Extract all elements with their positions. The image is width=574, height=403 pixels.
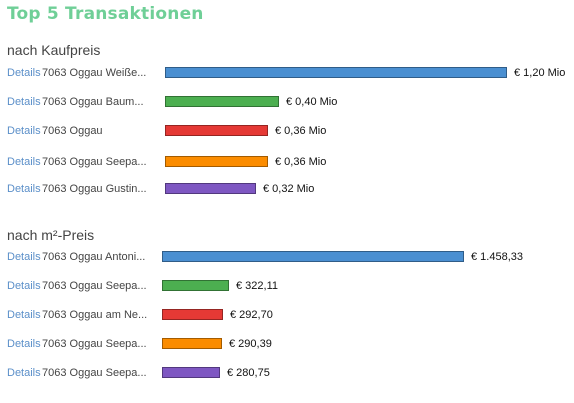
bar-row: Details 7063 Oggau € 0,36 Mio bbox=[7, 124, 572, 144]
details-link[interactable]: Details bbox=[7, 309, 41, 321]
details-link[interactable]: Details bbox=[7, 156, 41, 168]
bar-row: Details 7063 Oggau Seepa... € 322,11 bbox=[7, 279, 572, 299]
bar-value-label: € 0,40 Mio bbox=[286, 96, 338, 108]
bar bbox=[165, 67, 507, 78]
bar-value-label: € 0,36 Mio bbox=[275, 156, 327, 168]
details-link[interactable]: Details bbox=[7, 125, 41, 137]
bar-row: Details 7063 Oggau Seepa... € 0,36 Mio bbox=[7, 155, 572, 175]
bar-row: Details 7063 Oggau am Ne... € 292,70 bbox=[7, 308, 572, 328]
bar bbox=[162, 338, 222, 349]
bar-category-label: 7063 Oggau Weiße... bbox=[42, 67, 147, 79]
bar-value-label: € 292,70 bbox=[230, 309, 273, 321]
bar bbox=[165, 125, 268, 136]
section-title-0: nach Kaufpreis bbox=[7, 42, 101, 58]
section-title-1: nach m²-Preis bbox=[7, 227, 95, 243]
bar-category-label: 7063 Oggau Seepa... bbox=[42, 156, 147, 168]
bar-category-label: 7063 Oggau Antoni... bbox=[42, 251, 146, 263]
details-link[interactable]: Details bbox=[7, 367, 41, 379]
bar bbox=[162, 367, 220, 378]
details-link[interactable]: Details bbox=[7, 67, 41, 79]
bar bbox=[162, 251, 464, 262]
bar-category-label: 7063 Oggau Gustin... bbox=[42, 183, 147, 195]
bar-category-label: 7063 Oggau Baum... bbox=[42, 96, 144, 108]
bar-row: Details 7063 Oggau Seepa... € 280,75 bbox=[7, 366, 572, 386]
bar-value-label: € 1,20 Mio bbox=[514, 67, 566, 79]
bar-row: Details 7063 Oggau Gustin... € 0,32 Mio bbox=[7, 182, 572, 202]
bar-value-label: € 280,75 bbox=[227, 367, 270, 379]
bar-category-label: 7063 Oggau bbox=[42, 125, 103, 137]
details-link[interactable]: Details bbox=[7, 280, 41, 292]
bar-category-label: 7063 Oggau am Ne... bbox=[42, 309, 148, 321]
bar bbox=[162, 309, 223, 320]
details-link[interactable]: Details bbox=[7, 96, 41, 108]
bar bbox=[165, 183, 256, 194]
details-link[interactable]: Details bbox=[7, 338, 41, 350]
bar-category-label: 7063 Oggau Seepa... bbox=[42, 280, 147, 292]
details-link[interactable]: Details bbox=[7, 251, 41, 263]
bar-row: Details 7063 Oggau Antoni... € 1.458,33 bbox=[7, 250, 572, 270]
bar-value-label: € 322,11 bbox=[236, 280, 279, 292]
bar bbox=[162, 280, 229, 291]
bar-category-label: 7063 Oggau Seepa... bbox=[42, 338, 147, 350]
bar-value-label: € 290,39 bbox=[229, 338, 272, 350]
bar-row: Details 7063 Oggau Seepa... € 290,39 bbox=[7, 337, 572, 357]
details-link[interactable]: Details bbox=[7, 183, 41, 195]
bar-value-label: € 0,36 Mio bbox=[275, 125, 327, 137]
bar-row: Details 7063 Oggau Weiße... € 1,20 Mio bbox=[7, 66, 572, 86]
bar bbox=[165, 96, 279, 107]
page-title: Top 5 Transaktionen bbox=[7, 4, 204, 24]
bar-value-label: € 1.458,33 bbox=[471, 251, 523, 263]
bar bbox=[165, 156, 268, 167]
bar-category-label: 7063 Oggau Seepa... bbox=[42, 367, 147, 379]
bar-value-label: € 0,32 Mio bbox=[263, 183, 315, 195]
bar-row: Details 7063 Oggau Baum... € 0,40 Mio bbox=[7, 95, 572, 115]
